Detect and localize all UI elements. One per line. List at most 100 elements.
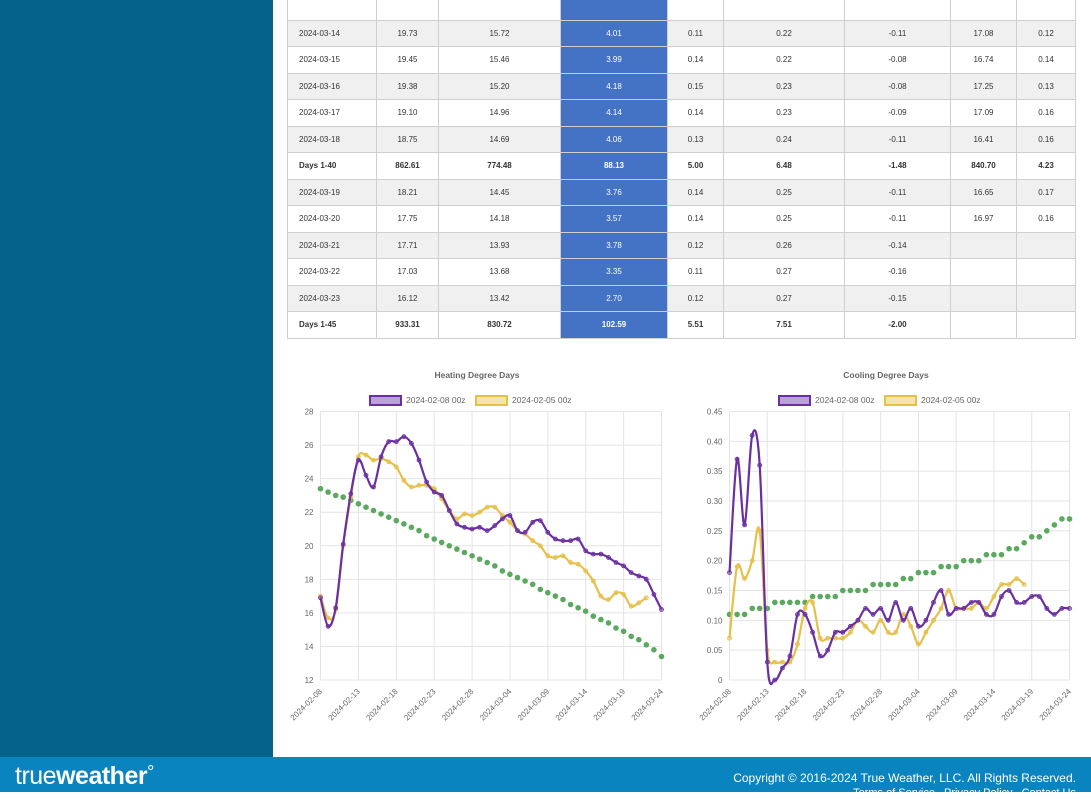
y-tick-label: 16	[305, 609, 314, 618]
data-point	[809, 593, 816, 600]
data-point	[998, 551, 1005, 558]
data-point	[438, 539, 445, 546]
data-point	[960, 557, 967, 564]
data-point	[900, 617, 906, 623]
data-point	[363, 472, 369, 478]
difference-cell: 2.70	[560, 284, 668, 312]
data-point	[908, 606, 914, 611]
data-point	[507, 571, 513, 578]
value-cell: 18.21	[376, 178, 439, 206]
value-cell: 14.96	[438, 99, 561, 127]
value-cell: -0.11	[844, 178, 951, 206]
x-tick-label: 2024-03-04	[478, 687, 514, 723]
data-point	[484, 504, 490, 510]
trueweather-logo[interactable]: trueweather°	[15, 762, 154, 791]
data-point	[317, 485, 324, 492]
data-point	[930, 569, 937, 576]
value-cell: 14.45	[438, 178, 561, 206]
data-point	[416, 482, 422, 488]
data-point	[401, 521, 407, 527]
data-point	[734, 456, 740, 462]
data-point	[840, 635, 846, 641]
value-cell: 16.97	[950, 205, 1017, 233]
data-point	[507, 513, 513, 518]
data-point	[795, 641, 800, 647]
value-cell: 17.09	[950, 99, 1017, 127]
y-tick-label: 28	[305, 408, 314, 417]
terms-link[interactable]: Terms of Service	[853, 787, 935, 799]
value-cell: 0.27	[723, 258, 845, 286]
data-point	[1013, 545, 1020, 552]
data-point	[553, 555, 558, 560]
data-point	[575, 605, 581, 611]
data-point	[461, 549, 468, 556]
x-tick-label: 2024-02-13	[735, 687, 771, 723]
data-point	[651, 592, 657, 597]
legend-label: 2024-02-08 00z	[815, 395, 875, 405]
data-point	[393, 517, 400, 524]
data-point	[408, 524, 415, 531]
data-point	[749, 605, 755, 612]
data-point	[363, 504, 369, 511]
series-line	[728, 429, 1070, 686]
value-cell: 13.42	[438, 284, 561, 312]
data-point	[636, 636, 642, 643]
data-point	[431, 536, 438, 542]
data-point	[606, 597, 611, 602]
x-tick-label: 2024-03-24	[1038, 687, 1074, 723]
value-cell: 0.24	[723, 125, 845, 153]
data-point	[787, 599, 793, 606]
data-point	[545, 589, 551, 596]
legend-label: 2024-02-08 00z	[406, 395, 466, 405]
value-cell: 0.22	[723, 19, 845, 47]
data-point	[878, 617, 883, 623]
value-cell: 0.16	[1016, 99, 1076, 127]
data-point	[605, 620, 612, 626]
data-point	[476, 556, 483, 562]
date-cell: Days 1-45	[287, 311, 377, 339]
data-point	[408, 484, 414, 490]
data-point	[878, 606, 883, 611]
x-tick-label: 2024-02-08	[289, 687, 325, 723]
data-point	[810, 600, 815, 605]
x-tick-label: 2024-03-14	[962, 687, 998, 723]
data-point	[968, 600, 974, 605]
x-tick-label: 2024-02-13	[327, 687, 363, 723]
data-point	[840, 629, 846, 635]
data-point	[628, 633, 634, 640]
data-point	[968, 557, 975, 564]
data-point	[779, 599, 786, 606]
data-point	[393, 439, 399, 445]
data-point	[393, 464, 399, 470]
contact-link[interactable]: Contact Us	[1021, 787, 1076, 799]
difference-cell: 3.78	[560, 231, 668, 259]
value-cell: 0.14	[1016, 46, 1076, 74]
data-point	[749, 432, 755, 438]
privacy-link[interactable]: Privacy Policy	[944, 787, 1013, 799]
difference-cell: 4.06	[560, 125, 668, 153]
value-cell: 15.46	[438, 46, 561, 74]
data-point	[484, 528, 490, 533]
footer	[0, 757, 1091, 792]
data-point	[340, 541, 346, 547]
data-point	[582, 608, 589, 614]
y-tick-label: 26	[305, 441, 314, 450]
legend-swatch	[475, 395, 508, 406]
data-point	[984, 606, 989, 611]
data-point	[847, 587, 854, 594]
data-point	[378, 454, 384, 460]
value-cell: 13.68	[438, 258, 561, 286]
value-cell: 19.10	[376, 99, 439, 127]
data-point	[484, 559, 491, 566]
data-point	[855, 617, 861, 623]
table-row: 2024-03-20 17.75 14.18 3.57 0.14 0.25 -0.11 16.…	[287, 205, 1076, 233]
data-point	[1021, 600, 1027, 605]
data-point	[976, 557, 982, 564]
data-point	[824, 593, 831, 600]
y-tick-label: 0.10	[707, 616, 723, 625]
data-point	[1059, 516, 1065, 522]
data-point	[893, 629, 899, 635]
data-point	[567, 601, 574, 608]
value-cell: 0.15	[667, 72, 724, 100]
data-point	[590, 578, 596, 584]
